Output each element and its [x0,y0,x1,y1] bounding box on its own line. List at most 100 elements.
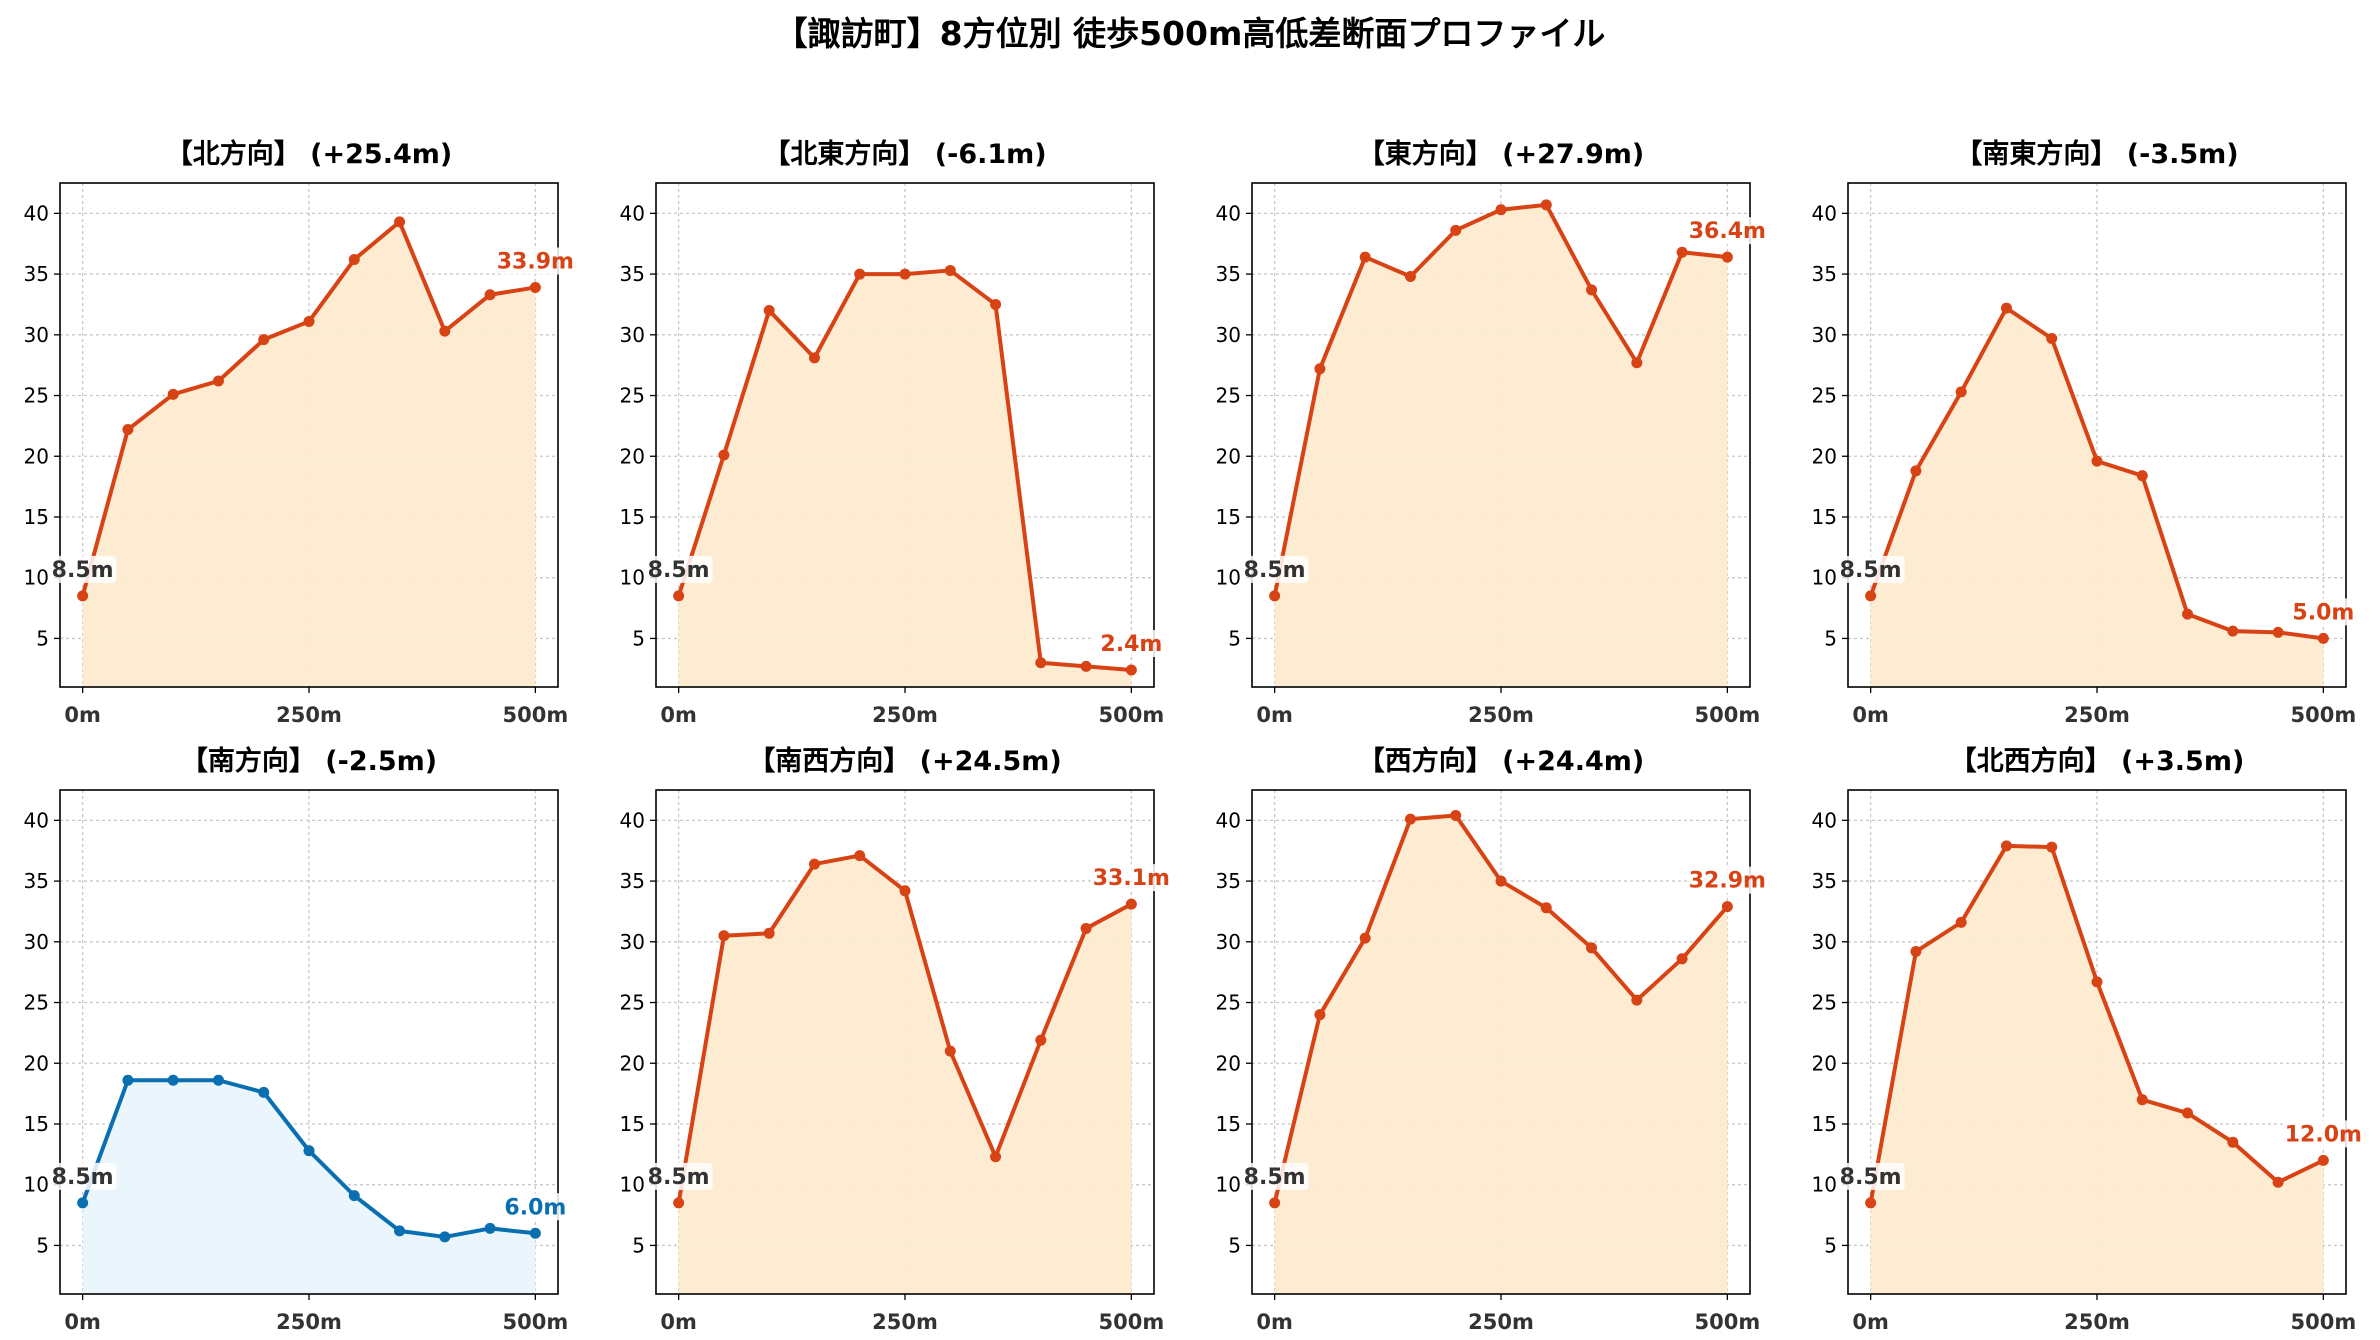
y-tick-label: 10 [620,566,645,590]
data-point [1450,810,1462,822]
y-tick-label: 35 [620,262,645,286]
data-point [2182,1107,2194,1119]
y-tick-label: 5 [36,1233,49,1257]
data-point [77,1197,89,1209]
plot-area [1865,840,2329,1294]
start-label-box [1836,555,1905,583]
data-point [2272,1176,2284,1188]
plot-area [1269,810,1733,1294]
plot-area [673,264,1137,687]
y-tick-label: 10 [620,1173,645,1197]
end-label: 12.0m [2285,1122,2362,1147]
y-tick-label: 25 [1216,384,1241,408]
data-point [439,325,451,337]
x-tick-label: 250m [276,1310,342,1334]
data-point [899,885,911,897]
data-point [1910,946,1922,958]
x-tick-label: 0m [660,1310,697,1334]
y-tick-label: 20 [620,1051,645,1075]
data-point [990,1151,1002,1163]
panel-2: 【北東方向】 (-6.1m) 5 10 15 20 25 30 35 40 0m 250m 500m 8… [620,138,1170,727]
data-point [122,1074,134,1086]
plot-area [1269,199,1733,687]
y-tick-label: 40 [620,808,645,832]
y-tick-label: 30 [24,323,49,347]
axes-frame [59,789,559,1295]
end-label: 32.9m [1689,869,1766,894]
panel-title: 【東方向】 (+27.9m) [1358,138,1644,170]
data-point [1314,363,1326,375]
data-point [2091,455,2103,467]
x-tick-label: 0m [1256,703,1293,727]
y-tick-label: 30 [620,930,645,954]
data-point [2091,976,2103,988]
x-tick-label: 0m [660,703,697,727]
data-point [2000,302,2012,314]
data-point [258,334,270,346]
data-point [1125,664,1137,676]
data-point [77,590,89,602]
y-tick-label: 30 [1812,930,1837,954]
data-point [1359,251,1371,263]
y-tick-label: 5 [36,626,49,650]
start-label-box [644,1162,713,1190]
end-label-box [1093,629,1170,657]
x-tick-label: 0m [1256,1310,1293,1334]
panel-title: 【南東方向】 (-3.5m) [1955,138,2238,170]
profile-area-fill [82,1080,536,1294]
y-tick-label: 35 [24,262,49,286]
start-label: 8.5m [648,558,710,583]
data-point [718,449,730,461]
plot-area [1865,302,2329,687]
x-tick-label: 0m [64,703,101,727]
y-tick-label: 40 [1812,201,1837,225]
profile-area-fill [678,855,1132,1294]
y-tick-label: 15 [24,505,49,529]
y-tick-label: 40 [1216,808,1241,832]
x-tick-label: 500m [1695,1310,1761,1334]
data-point [854,268,866,280]
data-point [303,1145,315,1157]
start-label: 8.5m [1244,558,1306,583]
profile-area-fill [1870,845,2324,1294]
data-point [212,375,224,387]
y-tick-label: 15 [620,1112,645,1136]
start-label: 8.5m [1840,558,1902,583]
y-tick-label: 20 [24,444,49,468]
data-point [1586,284,1598,296]
y-tick-label: 5 [1228,1233,1241,1257]
end-label: 33.9m [497,249,574,274]
data-point [2317,632,2329,644]
data-point [439,1231,451,1243]
data-point [303,315,315,327]
y-tick-label: 10 [24,566,49,590]
panel-title: 【北東方向】 (-6.1m) [763,138,1046,170]
y-tick-label: 20 [620,444,645,468]
end-label: 33.1m [1093,866,1170,891]
data-point [2136,1094,2148,1106]
x-tick-label: 0m [1852,703,1889,727]
y-tick-label: 30 [1216,323,1241,347]
data-point [1080,922,1092,934]
y-tick-label: 30 [1812,323,1837,347]
x-tick-label: 500m [2291,1310,2357,1334]
start-label-box [644,555,713,583]
data-point [718,930,730,942]
y-tick-label: 5 [632,626,645,650]
profile-area-fill [82,221,536,687]
data-point [1910,465,1922,477]
y-tick-label: 25 [1812,384,1837,408]
data-point [763,927,775,939]
data-point [1721,251,1733,263]
end-label-box [1689,217,1766,245]
y-tick-label: 35 [1812,262,1837,286]
x-tick-label: 0m [64,1310,101,1334]
data-point [1631,994,1643,1006]
data-point [2227,1136,2239,1148]
data-point [167,1074,179,1086]
axes-frame [1847,182,2347,688]
y-tick-label: 10 [1216,1173,1241,1197]
profile-area-fill [1870,308,2324,687]
